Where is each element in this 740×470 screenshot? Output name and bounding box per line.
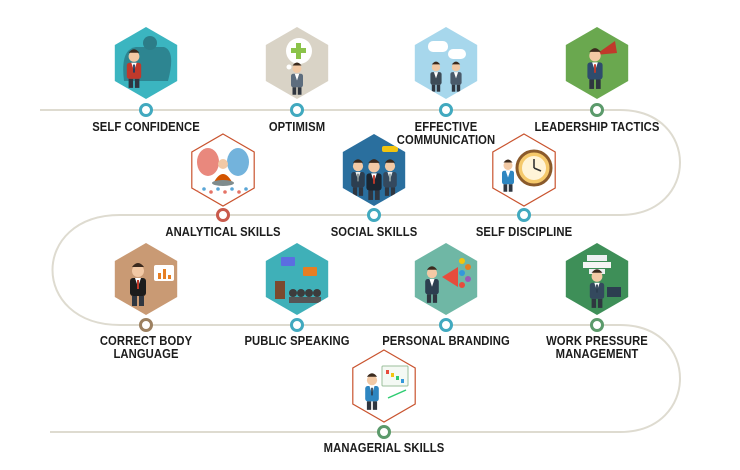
skill-label-work-pressure-management: WORK PRESSURE MANAGEMENT xyxy=(546,334,648,361)
roadmap-node xyxy=(590,318,604,332)
skill-label-self-discipline: SELF DISCIPLINE xyxy=(475,225,573,239)
skill-hex-work-pressure-management xyxy=(565,243,629,315)
skill-label-managerial-skills: MANAGERIAL SKILLS xyxy=(323,441,445,455)
skill-hex-public-speaking xyxy=(265,243,329,315)
skill-label-analytical-skills: ANALYTICAL SKILLS xyxy=(165,225,281,239)
presenter-gesture-icon xyxy=(130,263,174,306)
skill-label-leadership-tactics: LEADERSHIP TACTICS xyxy=(534,120,660,134)
leader-flag-icon xyxy=(587,41,617,89)
positive-thought-icon xyxy=(286,38,312,95)
clock-icon xyxy=(502,149,553,192)
roadmap-node xyxy=(590,103,604,117)
skill-label-public-speaking: PUBLIC SPEAKING xyxy=(244,334,350,348)
skill-hex-personal-branding xyxy=(414,243,478,315)
roadmap-node xyxy=(139,318,153,332)
roadmap-node xyxy=(367,208,381,222)
roadmap-node xyxy=(439,103,453,117)
roadmap-path xyxy=(40,109,681,433)
skill-hex-social-skills xyxy=(342,134,406,206)
skill-hex-self-confidence xyxy=(114,27,178,99)
muscle-shadow-icon xyxy=(123,36,172,88)
roadmap-node xyxy=(216,208,230,222)
skill-hex-optimism xyxy=(265,27,329,99)
speech-bubbles-icon xyxy=(428,41,466,92)
skill-hex-leadership-tactics xyxy=(565,27,629,99)
roadmap-node xyxy=(139,103,153,117)
skill-hex-effective-communication xyxy=(414,27,478,99)
skill-label-effective-communication: EFFECTIVE COMMUNICATION xyxy=(396,120,496,147)
group-people-icon xyxy=(351,146,398,200)
skill-hex-analytical-skills xyxy=(191,133,255,207)
skill-hex-self-discipline xyxy=(492,133,556,207)
stacked-work-icon xyxy=(583,255,621,308)
skill-label-correct-body-language: CORRECT BODY LANGUAGE xyxy=(99,334,193,361)
roadmap-node xyxy=(290,103,304,117)
roadmap-node xyxy=(517,208,531,222)
roadmap-node xyxy=(439,318,453,332)
brain-meditation-icon xyxy=(195,148,249,194)
roadmap-node xyxy=(377,425,391,439)
skill-hex-correct-body-language xyxy=(114,243,178,315)
megaphone-icon xyxy=(425,258,471,303)
podium-audience-icon xyxy=(275,257,321,303)
skill-label-self-confidence: SELF CONFIDENCE xyxy=(92,120,200,134)
chart-board-icon xyxy=(365,365,409,410)
skill-label-optimism: OPTIMISM xyxy=(268,120,326,134)
roadmap-node xyxy=(290,318,304,332)
skill-label-personal-branding: PERSONAL BRANDING xyxy=(382,334,510,348)
skill-label-social-skills: SOCIAL SKILLS xyxy=(330,225,418,239)
skill-hex-managerial-skills xyxy=(352,349,416,423)
